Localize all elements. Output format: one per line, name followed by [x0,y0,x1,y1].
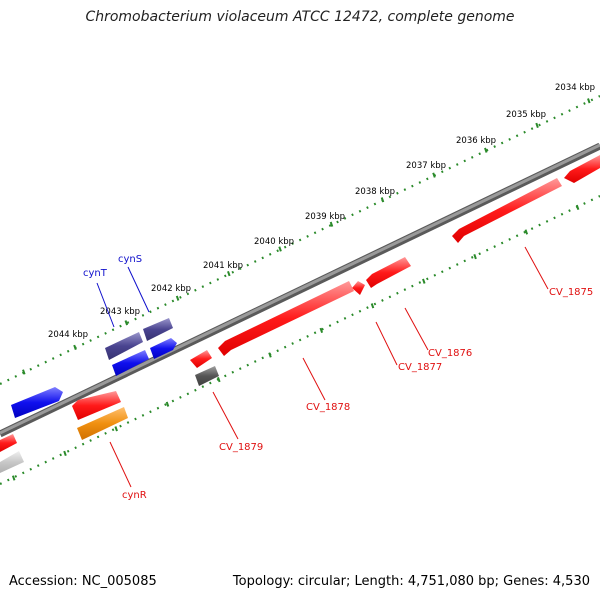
gene-arrow-cv1879[interactable] [190,350,212,368]
ruler-label: 2040 kbp [254,237,294,247]
inner-ruler-ticks [11,204,580,481]
gene-arrow-cv1876[interactable] [366,257,411,288]
ruler-label: 2037 kbp [406,161,446,171]
outer-ruler [0,95,600,385]
ruler-label: 2035 kbp [506,110,546,120]
gene-label-cv1877[interactable]: CV_1877 [398,362,442,373]
gene-label-cynS[interactable]: cynS [118,254,142,265]
gene-label-cv1878[interactable]: CV_1878 [306,402,350,413]
genome-backbone [0,142,600,438]
ruler-label: 2043 kbp [100,307,140,317]
ruler-label: 2042 kbp [151,284,191,294]
gene-arrow-gray[interactable] [195,366,219,386]
genome-summary-text: Topology: circular; Length: 4,751,080 bp… [232,574,590,589]
ruler-labels: 2034 kbp 2035 kbp 2036 kbp 2037 kbp 2038… [48,83,595,340]
gene-arrow-blue-2[interactable] [150,338,177,359]
ruler-label: 2044 kbp [48,330,88,340]
gene-arrow-cynR[interactable] [77,407,128,440]
inner-ruler [0,195,600,485]
gene-label-cynR[interactable]: cynR [122,490,147,501]
gene-arrow-red-left[interactable] [72,391,121,420]
gene-arrow-cv1878[interactable] [218,281,354,356]
outer-ruler-ticks [22,98,591,375]
gene-arrow-cv1875[interactable] [452,178,562,243]
gene-arrow-cynT[interactable] [105,332,143,360]
gene-label-cv1876[interactable]: CV_1876 [428,348,472,359]
ruler-label: 2039 kbp [305,212,345,222]
ruler-label: 2036 kbp [456,136,496,146]
gene-arrow-cv1875b[interactable] [564,155,600,183]
gene-arrow-cynS[interactable] [143,318,173,341]
gene-label-cynT[interactable]: cynT [83,268,108,279]
gene-arrow-red-edge[interactable] [0,434,17,452]
gene-arrow-blue-1[interactable] [112,350,149,376]
gene-arrow-lightgray[interactable] [0,451,24,473]
ruler-label: 2034 kbp [555,83,595,93]
accession-text: Accession: NC_005085 [9,574,157,589]
ruler-label: 2041 kbp [203,261,243,271]
leader-lines [96,246,549,488]
gene-label-cv1875[interactable]: CV_1875 [549,287,593,298]
ruler-label: 2038 kbp [355,187,395,197]
gene-arrow-cv1877[interactable] [352,281,365,295]
map-title: Chromobacterium violaceum ATCC 12472, co… [85,9,515,25]
gene-label-cv1879[interactable]: CV_1879 [219,442,263,453]
gene-arrow-blue-3[interactable] [11,387,63,418]
